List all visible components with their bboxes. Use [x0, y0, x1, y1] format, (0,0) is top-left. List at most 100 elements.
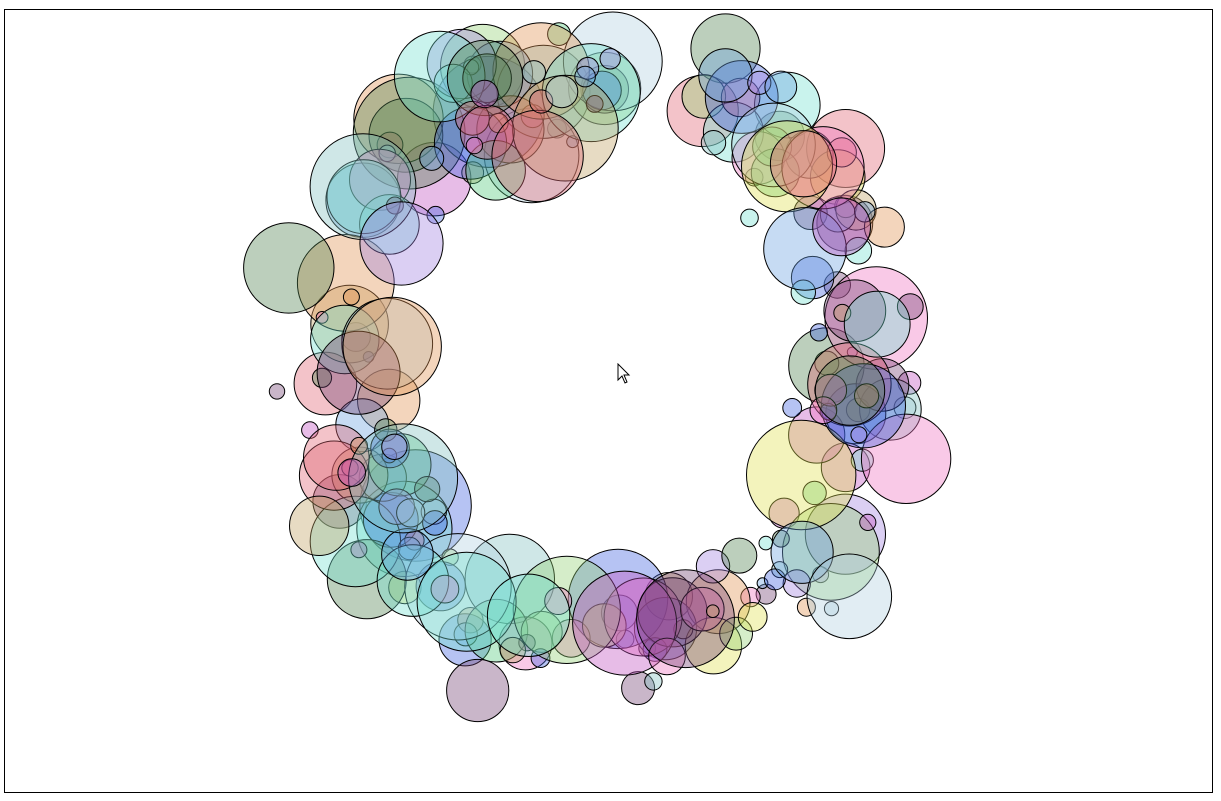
- circle: [470, 79, 499, 109]
- circle: [416, 551, 517, 652]
- circle: [486, 573, 571, 657]
- circle: [785, 130, 834, 179]
- circle: [782, 398, 803, 418]
- circle: [814, 373, 848, 407]
- circle: [378, 488, 416, 526]
- circle: [744, 167, 764, 187]
- circle: [782, 569, 811, 598]
- circle: [859, 513, 877, 532]
- circle: [700, 130, 727, 156]
- circle: [426, 205, 445, 225]
- circle: [812, 197, 871, 257]
- circle: [441, 548, 459, 566]
- circle: [309, 133, 417, 241]
- circle: [823, 279, 887, 343]
- circle: [834, 194, 858, 219]
- circle: [698, 48, 753, 103]
- circle: [695, 549, 731, 584]
- circle: [381, 528, 434, 581]
- circle: [706, 604, 720, 619]
- circle: [763, 207, 847, 291]
- circle: [476, 95, 545, 164]
- circle: [341, 297, 434, 390]
- circle: [582, 603, 627, 648]
- circle: [326, 539, 407, 620]
- circle: [680, 586, 725, 632]
- circle: [359, 201, 444, 286]
- circle: [357, 368, 421, 433]
- circle: [492, 22, 590, 120]
- circle: [529, 89, 554, 114]
- circle: [809, 323, 829, 342]
- circle: [446, 39, 524, 117]
- circle: [511, 74, 619, 182]
- circle: [666, 74, 739, 148]
- circle: [312, 474, 368, 529]
- circle: [768, 497, 800, 529]
- circle: [737, 602, 768, 632]
- circle: [541, 43, 641, 143]
- circle: [393, 30, 486, 123]
- circle: [243, 222, 335, 314]
- circle: [342, 288, 360, 306]
- circle: [499, 636, 526, 664]
- circle: [802, 480, 827, 506]
- circle: [585, 95, 604, 113]
- circle: [381, 433, 408, 460]
- circle: [719, 616, 753, 651]
- circle: [359, 194, 420, 255]
- circle: [854, 201, 876, 223]
- circle: [518, 634, 536, 652]
- circle: [459, 104, 515, 160]
- circle: [833, 303, 852, 322]
- circle: [636, 569, 735, 669]
- drawing-canvas[interactable]: [4, 9, 1213, 793]
- circle: [860, 413, 952, 504]
- circle: [315, 311, 329, 324]
- circle: [342, 296, 442, 397]
- circle: [341, 322, 371, 352]
- circle: [621, 671, 656, 706]
- circle: [740, 208, 759, 228]
- circle: [764, 70, 798, 104]
- circle: [731, 102, 816, 188]
- circle: [350, 541, 368, 559]
- circle: [843, 290, 911, 358]
- circle: [790, 255, 835, 300]
- circle: [806, 553, 893, 640]
- circle: [547, 118, 567, 139]
- circle: [758, 535, 774, 551]
- circle: [545, 75, 579, 109]
- circle: [464, 598, 529, 663]
- circle: [752, 126, 793, 167]
- circle: [648, 637, 686, 676]
- circle: [430, 574, 460, 604]
- circle: [754, 110, 805, 162]
- circle: [806, 109, 886, 188]
- circle: [414, 476, 441, 503]
- circle: [455, 100, 490, 136]
- circle: [368, 97, 444, 173]
- circle: [846, 346, 858, 358]
- circle: [721, 537, 758, 574]
- circle: [316, 330, 401, 415]
- circle: [310, 284, 389, 364]
- circle: [337, 458, 367, 487]
- circle: [863, 206, 905, 248]
- circle: [465, 140, 526, 201]
- circle: [465, 136, 484, 155]
- circle: [544, 587, 573, 615]
- circle: [520, 610, 563, 653]
- circle: [823, 601, 840, 617]
- circle: [326, 159, 402, 235]
- circle: [826, 137, 857, 168]
- circle: [850, 426, 868, 444]
- circle: [298, 440, 370, 511]
- circle: [376, 544, 450, 617]
- circle: [814, 355, 886, 426]
- circle: [819, 196, 856, 233]
- circle: [396, 498, 426, 528]
- circle: [637, 577, 708, 648]
- circle: [809, 396, 838, 425]
- circle: [574, 65, 596, 88]
